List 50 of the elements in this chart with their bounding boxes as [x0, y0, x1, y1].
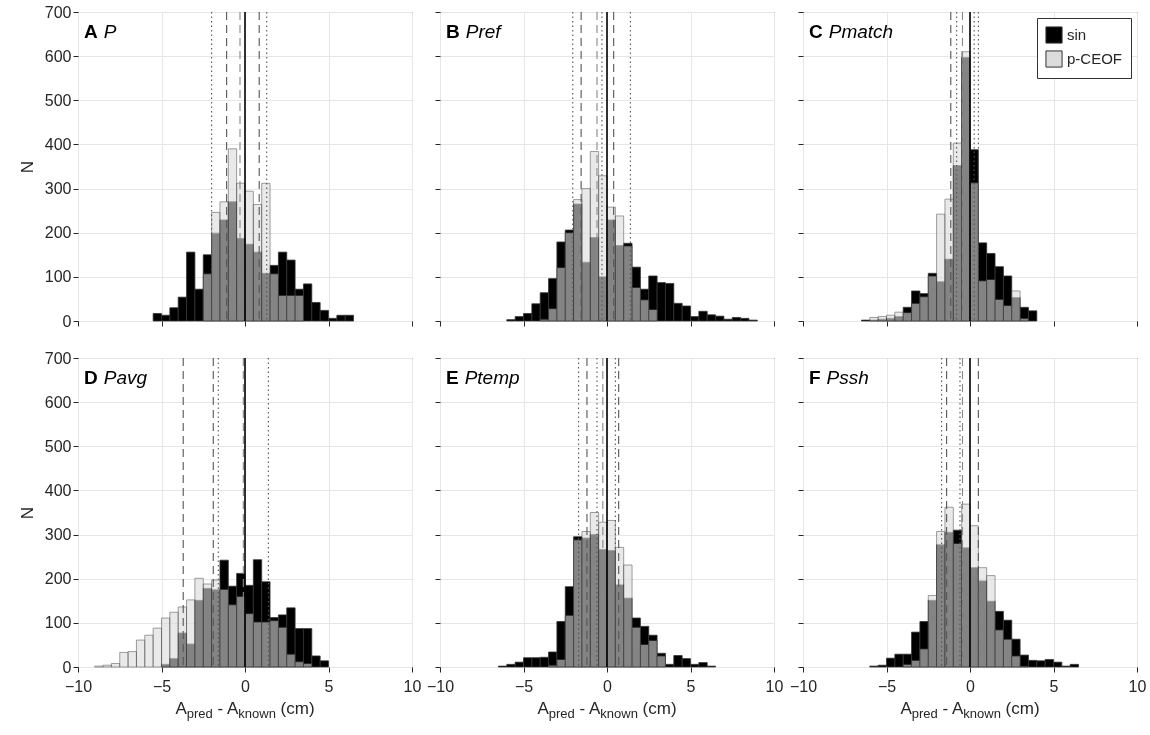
- x-tick-label: −5: [514, 677, 534, 695]
- text: F: [809, 367, 821, 388]
- text: P: [103, 21, 117, 42]
- y-tick-label: 500: [44, 437, 72, 455]
- x-tick-label: 5: [324, 677, 334, 695]
- y-tick-label: 600: [44, 393, 72, 411]
- y-axis-title: N: [17, 506, 37, 520]
- x-tick-label: 10: [403, 677, 422, 695]
- text: Pref: [465, 21, 503, 42]
- y-tick-label: 100: [44, 268, 72, 286]
- x-tick-label: 0: [241, 677, 251, 695]
- x-tick-label: −10: [426, 677, 455, 695]
- y-tick-label: 500: [44, 91, 72, 109]
- x-tick-label: 5: [1049, 677, 1059, 695]
- text: Pmatch: [828, 21, 894, 42]
- y-tick-label: 300: [44, 526, 72, 544]
- text: A: [84, 21, 98, 42]
- x-tick-label: 0: [966, 677, 976, 695]
- y-tick-label: 400: [44, 135, 72, 153]
- legend-label: sin: [1067, 26, 1087, 43]
- y-tick-label: 0: [62, 312, 72, 330]
- text: Pssh: [826, 367, 869, 388]
- x-tick-label: −10: [64, 677, 93, 695]
- text: Ptemp: [464, 367, 520, 388]
- text: B: [446, 21, 460, 42]
- y-axis-title: N: [17, 160, 37, 174]
- y-tick-label: 600: [44, 47, 72, 65]
- y-tick-label: 400: [44, 481, 72, 499]
- text: D: [84, 367, 98, 388]
- x-tick-label: 10: [765, 677, 784, 695]
- y-tick-label: 0: [62, 658, 72, 676]
- x-axis-title: A$_{pred}$ - A$_{known}$ (cm): [174, 699, 316, 722]
- text: E: [446, 367, 459, 388]
- y-tick-label: 200: [44, 224, 72, 242]
- text: Pavg: [103, 367, 148, 388]
- legend-label: p-CEOF: [1067, 50, 1123, 67]
- x-axis-title: A$_{pred}$ - A$_{known}$ (cm): [536, 699, 678, 722]
- y-tick-label: 700: [44, 3, 72, 21]
- x-tick-label: 0: [603, 677, 613, 695]
- x-tick-label: −5: [877, 677, 897, 695]
- x-tick-label: 5: [686, 677, 696, 695]
- x-tick-label: −10: [789, 677, 818, 695]
- y-tick-label: 200: [44, 570, 72, 588]
- x-tick-label: 10: [1128, 677, 1147, 695]
- x-tick-label: −5: [152, 677, 172, 695]
- y-tick-label: 700: [44, 349, 72, 367]
- text: C: [809, 21, 823, 42]
- x-axis-title: A$_{pred}$ - A$_{known}$ (cm): [899, 699, 1041, 722]
- y-tick-label: 300: [44, 180, 72, 198]
- y-tick-label: 100: [44, 614, 72, 632]
